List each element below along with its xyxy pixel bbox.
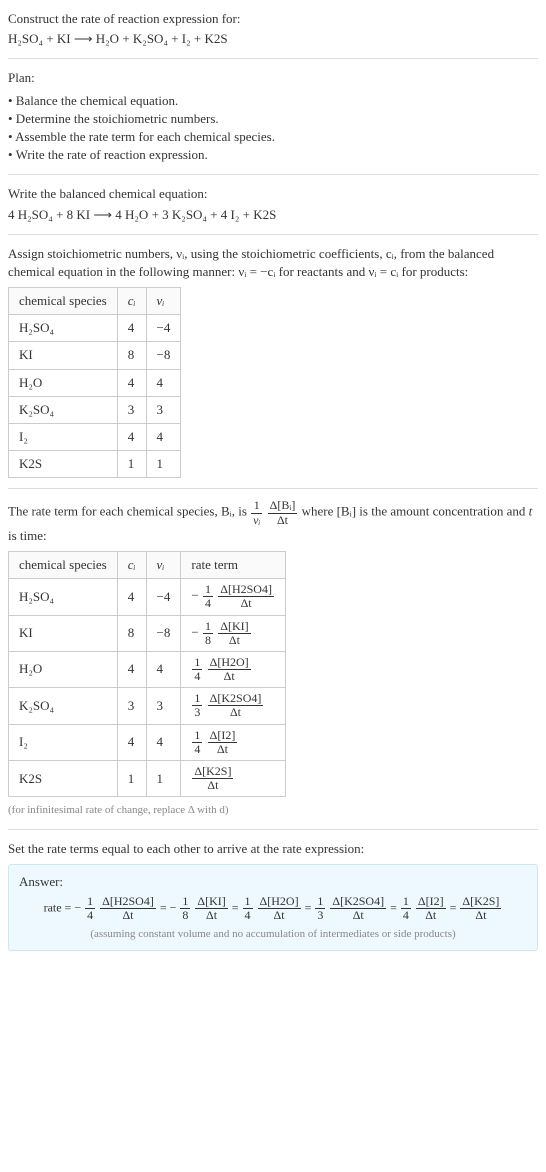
cell: 1 — [146, 761, 181, 797]
balanced-title: Write the balanced chemical equation: — [8, 185, 538, 203]
frac-outer: 1νᵢ — [251, 499, 262, 526]
table-row: K2S11 — [9, 451, 181, 478]
answer-box: Answer: rate = − 14 Δ[H2SO4]Δt = − 18 Δ[… — [8, 864, 538, 951]
cell: H₂O — [9, 369, 118, 396]
cell: H₂SO₄ — [9, 315, 118, 342]
cell-rate: 13 Δ[K2SO4]Δt — [181, 688, 286, 724]
cell: K2S — [9, 451, 118, 478]
table-row: H₂SO₄4−4− 14 Δ[H2SO4]Δt — [9, 579, 286, 615]
answer-rate-line: rate = − 14 Δ[H2SO4]Δt = − 18 Δ[KI]Δt = … — [19, 895, 527, 922]
cell: 3 — [117, 396, 146, 423]
text: is time: — [8, 528, 47, 543]
text: t — [529, 504, 533, 519]
table-row: KI8−8− 18 Δ[KI]Δt — [9, 615, 286, 651]
table-row: I₂4414 Δ[I2]Δt — [9, 724, 286, 760]
text: The rate term for each chemical species,… — [8, 504, 250, 519]
cell: 4 — [117, 315, 146, 342]
cell: 1 — [117, 451, 146, 478]
table-row: H₂O44 — [9, 369, 181, 396]
col-c: cᵢ — [117, 288, 146, 315]
rate-table: chemical species cᵢ νᵢ rate term H₂SO₄4−… — [8, 551, 286, 797]
cell: −4 — [146, 315, 181, 342]
cell: H₂SO₄ — [9, 579, 118, 615]
cell-rate: Δ[K2S]Δt — [181, 761, 286, 797]
cell: 4 — [117, 651, 146, 687]
cell: K₂SO₄ — [9, 396, 118, 423]
divider — [8, 234, 538, 235]
cell: −8 — [146, 342, 181, 369]
cell: 4 — [117, 724, 146, 760]
divider — [8, 58, 538, 59]
cell: 4 — [146, 424, 181, 451]
stoich-table: chemical species cᵢ νᵢ H₂SO₄4−4 KI8−8 H₂… — [8, 287, 181, 478]
divider — [8, 488, 538, 489]
cell: 8 — [117, 342, 146, 369]
cell: 4 — [146, 369, 181, 396]
answer-label: Answer: — [19, 873, 527, 891]
cell: 4 — [146, 724, 181, 760]
intro-title: Construct the rate of reaction expressio… — [8, 10, 538, 28]
set-equal-text: Set the rate terms equal to each other t… — [8, 840, 538, 858]
text: where [Bᵢ] is the amount concentration a… — [302, 504, 529, 519]
col-species: chemical species — [9, 288, 118, 315]
cell: −8 — [146, 615, 181, 651]
cell: KI — [9, 615, 118, 651]
cell: −4 — [146, 579, 181, 615]
table-row: K₂SO₄33 — [9, 396, 181, 423]
table-row: I₂44 — [9, 424, 181, 451]
cell-rate: 14 Δ[H2O]Δt — [181, 651, 286, 687]
cell: K2S — [9, 761, 118, 797]
col-rate: rate term — [181, 551, 286, 578]
table-row: K2S11Δ[K2S]Δt — [9, 761, 286, 797]
cell: H₂O — [9, 651, 118, 687]
cell: 1 — [117, 761, 146, 797]
cell: 4 — [146, 651, 181, 687]
cell-rate: 14 Δ[I2]Δt — [181, 724, 286, 760]
cell: 8 — [117, 615, 146, 651]
plan-title: Plan: — [8, 69, 538, 87]
table-row: H₂SO₄4−4 — [9, 315, 181, 342]
assign-paragraph: Assign stoichiometric numbers, νᵢ, using… — [8, 245, 538, 281]
table-row: KI8−8 — [9, 342, 181, 369]
col-v: νᵢ — [146, 551, 181, 578]
balanced-equation: 4 H₂SO₄ + 8 KI ⟶ 4 H₂O + 3 K₂SO₄ + 4 I₂ … — [8, 206, 538, 224]
cell: 3 — [146, 396, 181, 423]
cell: KI — [9, 342, 118, 369]
cell: K₂SO₄ — [9, 688, 118, 724]
divider — [8, 174, 538, 175]
table-row: K₂SO₄3313 Δ[K2SO4]Δt — [9, 688, 286, 724]
plan-list: • Balance the chemical equation. • Deter… — [8, 92, 538, 165]
rate-table-caption: (for infinitesimal rate of change, repla… — [8, 803, 538, 818]
cell: I₂ — [9, 424, 118, 451]
plan-item: • Determine the stoichiometric numbers. — [8, 110, 538, 128]
cell: 3 — [117, 688, 146, 724]
cell: 4 — [117, 369, 146, 396]
divider — [8, 829, 538, 830]
cell: 1 — [146, 451, 181, 478]
frac-inner: Δ[Bᵢ]Δt — [268, 499, 298, 526]
col-species: chemical species — [9, 551, 118, 578]
col-c: cᵢ — [117, 551, 146, 578]
cell: 4 — [117, 579, 146, 615]
answer-note: (assuming constant volume and no accumul… — [19, 927, 527, 942]
cell-rate: − 18 Δ[KI]Δt — [181, 615, 286, 651]
col-v: νᵢ — [146, 288, 181, 315]
rate-paragraph: The rate term for each chemical species,… — [8, 499, 538, 545]
cell: 3 — [146, 688, 181, 724]
plan-item: • Balance the chemical equation. — [8, 92, 538, 110]
plan-item: • Assemble the rate term for each chemic… — [8, 128, 538, 146]
table-row: H₂O4414 Δ[H2O]Δt — [9, 651, 286, 687]
cell: I₂ — [9, 724, 118, 760]
cell-rate: − 14 Δ[H2SO4]Δt — [181, 579, 286, 615]
intro-equation: H₂SO₄ + KI ⟶ H₂O + K₂SO₄ + I₂ + K2S — [8, 30, 538, 48]
cell: 4 — [117, 424, 146, 451]
plan-item: • Write the rate of reaction expression. — [8, 146, 538, 164]
